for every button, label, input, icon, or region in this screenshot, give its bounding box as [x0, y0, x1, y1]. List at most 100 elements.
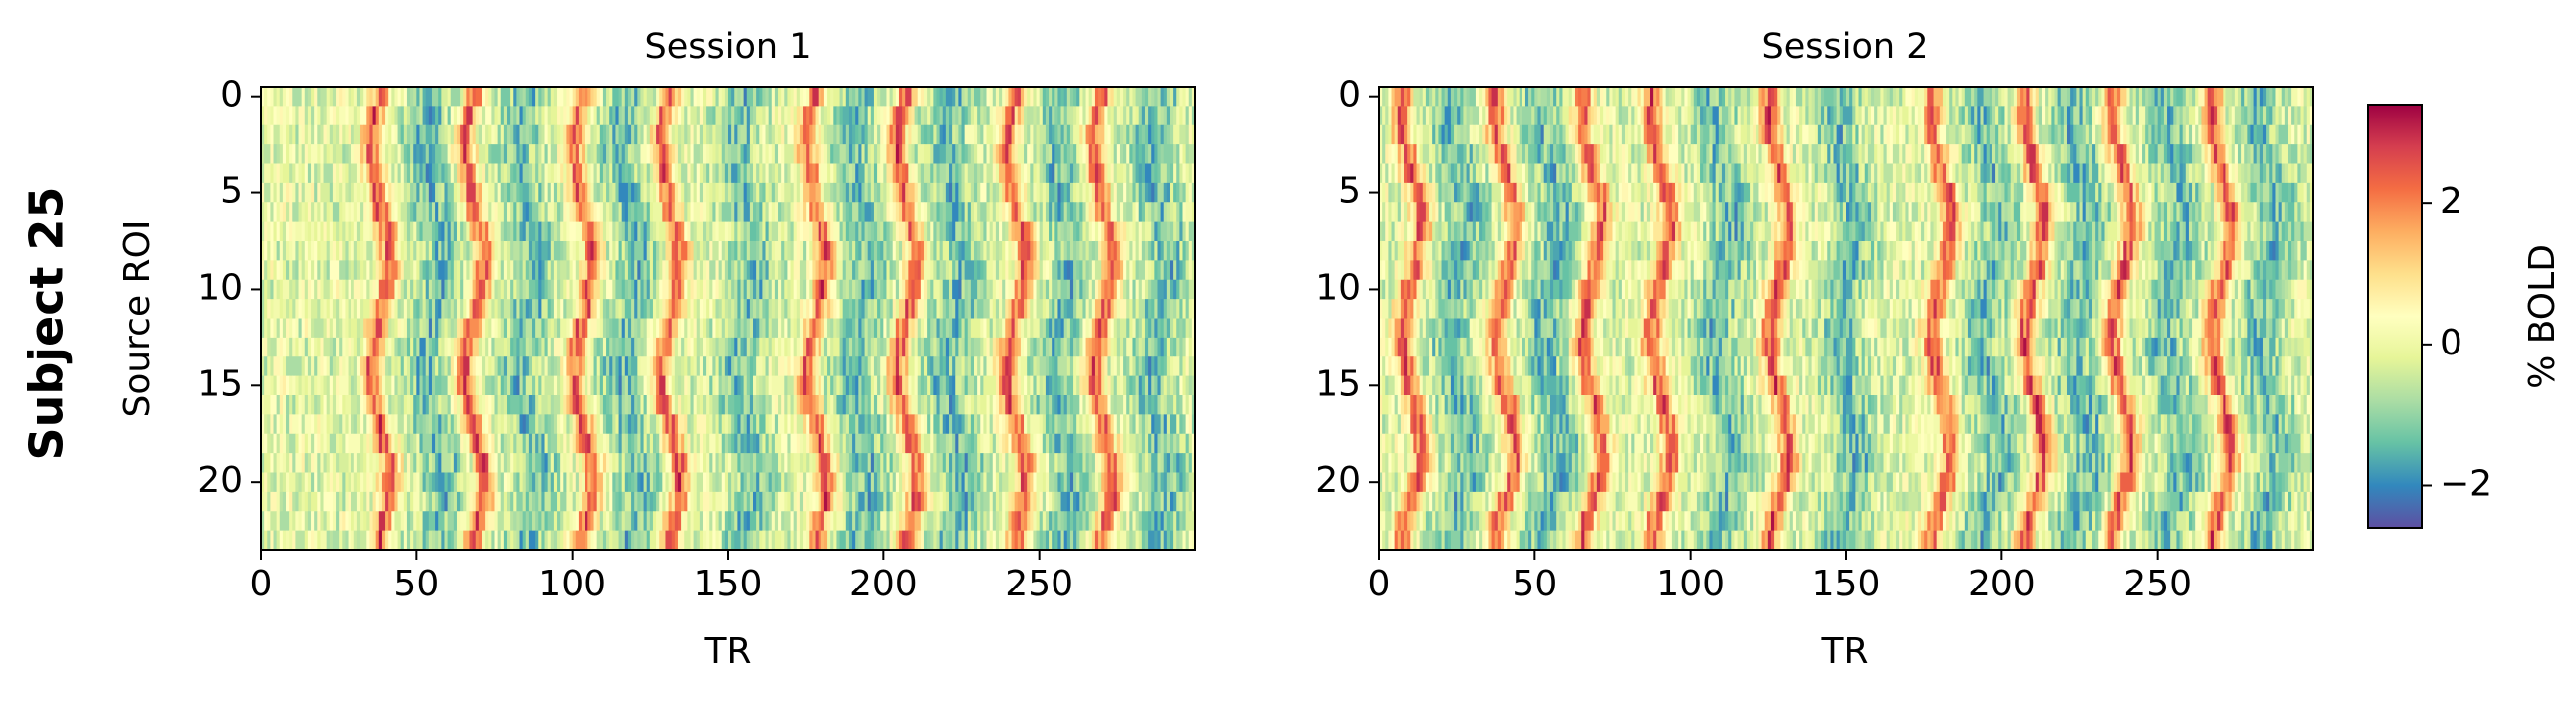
heatmap-cell: [599, 299, 604, 320]
heatmap-cell: [590, 202, 595, 223]
heatmap-cell: [606, 202, 610, 223]
heatmap-cell: [933, 241, 937, 261]
heatmap-cell: [1027, 318, 1031, 339]
heatmap-cell: [709, 221, 713, 242]
heatmap-cell: [852, 337, 856, 357]
heatmap-cell: [391, 202, 395, 223]
heatmap-cell: [491, 414, 495, 435]
heatmap-cell: [967, 202, 972, 223]
heatmap-cell: [450, 241, 455, 261]
heatmap-cell: [830, 279, 837, 300]
heatmap-cell: [864, 375, 872, 396]
heatmap-cell: [858, 414, 866, 435]
heatmap-cell: [942, 299, 947, 320]
heatmap-cell: [590, 163, 595, 184]
heatmap-cell: [397, 163, 402, 184]
heatmap-cell: [724, 124, 729, 145]
heatmap-cell: [494, 260, 499, 281]
heatmap-cell: [999, 337, 1003, 357]
heatmap-cell: [500, 182, 505, 203]
heatmap-cell: [995, 414, 1000, 435]
heatmap-cell: [1054, 375, 1058, 396]
heatmap-cell: [914, 260, 919, 281]
heatmap-cell: [803, 414, 807, 435]
heatmap-cell: [317, 414, 321, 435]
heatmap-cell: [261, 433, 265, 454]
heatmap-cell: [566, 395, 571, 415]
heatmap-cell: [519, 241, 524, 261]
heatmap-cell: [659, 318, 663, 339]
heatmap-cell: [307, 395, 312, 415]
heatmap-cell: [453, 260, 458, 281]
heatmap-cell: [460, 279, 464, 300]
heatmap-cell: [920, 87, 925, 107]
heatmap-cell: [818, 279, 822, 300]
heatmap-cell: [273, 318, 278, 339]
heatmap-cell: [1179, 395, 1183, 415]
heatmap-cell: [1030, 395, 1034, 415]
heatmap-cell: [329, 395, 334, 415]
heatmap-cell: [463, 318, 467, 339]
heatmap-cell: [1094, 241, 1099, 261]
heatmap-cell: [743, 395, 748, 415]
heatmap-cell: [992, 356, 997, 377]
heatmap-cell: [793, 279, 798, 300]
heatmap-cell: [419, 182, 424, 203]
heatmap-cell: [385, 182, 389, 203]
heatmap-cell: [1057, 163, 1062, 184]
heatmap-cell: [731, 221, 735, 242]
heatmap-cell: [640, 414, 645, 435]
heatmap-cell: [1132, 124, 1137, 145]
heatmap-cell: [812, 106, 817, 126]
heatmap-cell: [488, 163, 492, 184]
heatmap-cell: [799, 241, 804, 261]
heatmap-cell: [839, 182, 844, 203]
heatmap-cell: [768, 182, 773, 203]
heatmap-cell: [696, 260, 701, 281]
heatmap-cell: [930, 182, 934, 203]
heatmap-cell: [1160, 356, 1165, 377]
heatmap-cell: [541, 375, 546, 396]
heatmap-cell: [585, 375, 588, 396]
heatmap-cell: [578, 375, 583, 396]
heatmap-cell: [681, 356, 685, 377]
heatmap-cell: [892, 241, 897, 261]
heatmap-cell: [702, 241, 707, 261]
heatmap-cell: [267, 299, 271, 320]
heatmap-cell: [774, 106, 779, 126]
heatmap-cell: [842, 124, 847, 145]
heatmap-cell: [1182, 299, 1187, 320]
heatmap-cell: [425, 318, 430, 339]
heatmap-cell: [917, 414, 922, 435]
heatmap-cell: [734, 318, 738, 339]
heatmap-cell: [624, 106, 629, 126]
heatmap-cell: [394, 163, 399, 184]
heatmap-cell: [1166, 337, 1171, 357]
heatmap-cell: [510, 356, 514, 377]
heatmap-cell: [450, 163, 455, 184]
heatmap-cell: [734, 260, 738, 281]
heatmap-cell: [1082, 202, 1087, 223]
heatmap-cell: [886, 241, 891, 261]
heatmap-cell: [799, 395, 804, 415]
heatmap-cell: [820, 414, 825, 435]
heatmap-cell: [339, 106, 346, 126]
heatmap-cell: [348, 87, 352, 107]
heatmap-cell: [585, 163, 588, 184]
heatmap-cell: [494, 124, 499, 145]
heatmap-cell: [566, 106, 571, 126]
heatmap-cell: [1173, 182, 1177, 203]
heatmap-cell: [547, 106, 552, 126]
heatmap-cell: [360, 337, 364, 357]
heatmap-cell: [550, 356, 555, 377]
heatmap-cell: [557, 260, 561, 281]
heatmap-cell: [587, 279, 591, 300]
heatmap-cell: [447, 87, 452, 107]
heatmap-cell: [400, 202, 408, 223]
heatmap-cell: [768, 337, 773, 357]
heatmap-cell: [450, 299, 455, 320]
heatmap-cell: [348, 221, 352, 242]
heatmap-cell: [596, 221, 601, 242]
heatmap-cell: [964, 106, 969, 126]
heatmap-cell: [845, 124, 850, 145]
